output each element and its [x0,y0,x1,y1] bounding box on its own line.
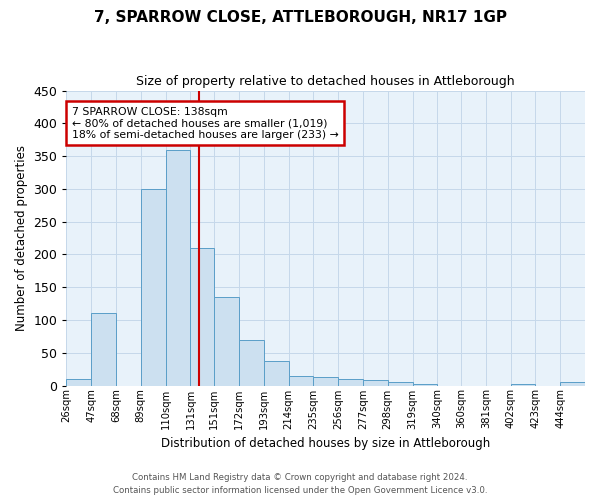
Bar [239,340,264,386]
Bar [338,379,363,386]
Bar [214,297,239,386]
Text: Contains HM Land Registry data © Crown copyright and database right 2024.
Contai: Contains HM Land Registry data © Crown c… [113,474,487,495]
Bar [166,150,190,386]
Bar [388,382,413,386]
X-axis label: Distribution of detached houses by size in Attleborough: Distribution of detached houses by size … [161,437,490,450]
Bar [141,189,166,386]
Title: Size of property relative to detached houses in Attleborough: Size of property relative to detached ho… [136,75,515,88]
Bar [511,384,535,386]
Text: 7, SPARROW CLOSE, ATTLEBOROUGH, NR17 1GP: 7, SPARROW CLOSE, ATTLEBOROUGH, NR17 1GP [94,10,506,25]
Bar [264,360,289,386]
Bar [363,380,388,386]
Bar [190,248,214,386]
Bar [313,377,338,386]
Y-axis label: Number of detached properties: Number of detached properties [15,145,28,331]
Bar [67,379,91,386]
Bar [91,314,116,386]
Bar [413,384,437,386]
Bar [560,382,585,386]
Bar [289,376,313,386]
Text: 7 SPARROW CLOSE: 138sqm
← 80% of detached houses are smaller (1,019)
18% of semi: 7 SPARROW CLOSE: 138sqm ← 80% of detache… [71,107,338,140]
